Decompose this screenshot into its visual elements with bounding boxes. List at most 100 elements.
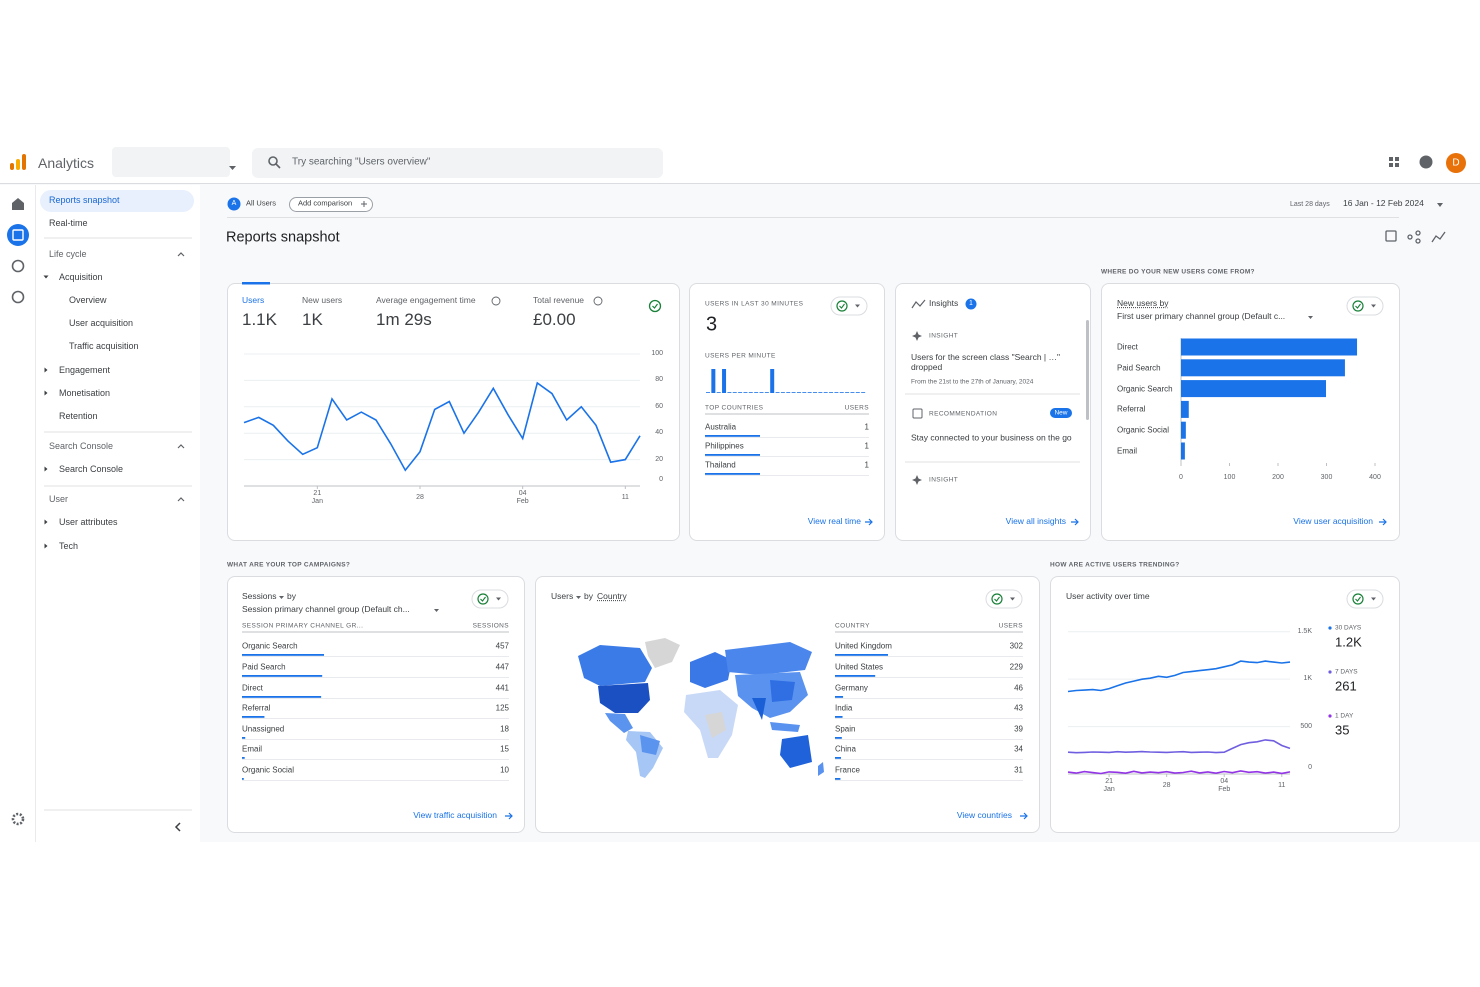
dimension-selector[interactable]: Session primary channel group (Default c… bbox=[242, 604, 410, 615]
metric-selector[interactable]: Users bbox=[551, 591, 574, 602]
section-chevron[interactable] bbox=[177, 252, 185, 257]
nav-item[interactable]: User attributes bbox=[59, 516, 118, 527]
date-range[interactable]: 16 Jan - 12 Feb 2024 bbox=[1343, 198, 1424, 209]
metric-selector[interactable]: Sessions bbox=[242, 591, 277, 602]
segment-badge-letter: A bbox=[231, 199, 237, 207]
realtime-card bbox=[689, 283, 885, 541]
recommendation-icon bbox=[912, 408, 923, 419]
section-chevron[interactable] bbox=[177, 444, 185, 449]
y-tick-label: 0 bbox=[659, 475, 663, 483]
category-label: Email bbox=[1117, 446, 1138, 456]
toolbar-icons[interactable] bbox=[1385, 230, 1446, 244]
table-cell: Unassigned bbox=[242, 724, 285, 734]
metric-label[interactable]: New users bbox=[302, 295, 343, 306]
caret bbox=[1371, 597, 1376, 601]
bar bbox=[1181, 421, 1186, 439]
bar bbox=[796, 392, 801, 393]
table-cell: United States bbox=[835, 662, 884, 672]
y-tick-label: 1K bbox=[1303, 675, 1312, 683]
property-selector[interactable] bbox=[112, 147, 230, 177]
insight-text: Stay connected to your business on the g… bbox=[911, 432, 1072, 443]
y-tick-label: 80 bbox=[655, 376, 663, 384]
nav-item[interactable]: Reports snapshot bbox=[49, 194, 120, 205]
legend-dot bbox=[1328, 626, 1332, 630]
search-box[interactable] bbox=[252, 148, 663, 178]
nav-section-title[interactable]: User bbox=[49, 493, 69, 504]
nav-item[interactable]: User acquisition bbox=[69, 317, 134, 328]
collapse-button[interactable] bbox=[174, 822, 181, 832]
nav-section-title[interactable]: Life cycle bbox=[49, 248, 87, 259]
metric-label[interactable]: Average engagement time bbox=[376, 295, 476, 306]
card-title[interactable]: New users by bbox=[1117, 298, 1169, 309]
help-icon[interactable] bbox=[1419, 155, 1433, 169]
add-comparison-button[interactable] bbox=[289, 197, 373, 212]
nav-item[interactable]: Monetisation bbox=[59, 387, 111, 398]
card-link[interactable]: View all insights bbox=[1005, 516, 1066, 527]
reports-icon[interactable] bbox=[7, 224, 29, 246]
nav-section-title[interactable]: Search Console bbox=[49, 440, 114, 451]
card-link[interactable]: View countries bbox=[956, 810, 1012, 821]
card-link[interactable]: View real time bbox=[807, 516, 861, 527]
nav-item[interactable]: Engagement bbox=[59, 364, 111, 375]
advertising-icon[interactable] bbox=[11, 290, 25, 304]
caret[interactable] bbox=[279, 596, 284, 599]
card-link[interactable]: View traffic acquisition bbox=[413, 810, 497, 821]
avatar[interactable] bbox=[1446, 153, 1466, 173]
section-chevron[interactable] bbox=[177, 497, 185, 502]
x-tick-label: 400 bbox=[1369, 473, 1381, 481]
table-bar bbox=[242, 716, 265, 718]
settings-icon[interactable] bbox=[11, 812, 25, 826]
link-arrow bbox=[865, 518, 873, 526]
caret[interactable] bbox=[434, 609, 439, 612]
table-header: USERS bbox=[844, 404, 869, 412]
explore-icon[interactable] bbox=[11, 259, 25, 273]
caret[interactable] bbox=[1308, 316, 1313, 319]
info-icons bbox=[491, 296, 603, 306]
nav-item[interactable]: Tech bbox=[59, 540, 79, 551]
segment-chip[interactable]: All Users bbox=[246, 198, 277, 208]
nav-item[interactable]: Retention bbox=[59, 410, 98, 421]
line-series bbox=[1067, 739, 1291, 754]
table-bar bbox=[835, 716, 843, 718]
nav-selected[interactable] bbox=[40, 190, 194, 212]
table-cell: 447 bbox=[495, 662, 509, 672]
bar bbox=[764, 392, 769, 393]
home-icon[interactable] bbox=[12, 198, 24, 210]
nav-item[interactable]: Real-time bbox=[49, 217, 88, 228]
bar bbox=[716, 392, 721, 393]
bar bbox=[834, 392, 839, 393]
status-icon bbox=[477, 593, 489, 605]
legend-dot bbox=[1328, 670, 1332, 674]
nav-item[interactable]: Acquisition bbox=[59, 271, 103, 282]
table-cell: France bbox=[835, 765, 860, 775]
legend-value: 35 bbox=[1335, 722, 1350, 738]
nav-item[interactable]: Search Console bbox=[59, 463, 124, 474]
x-tick-label: 11 bbox=[1278, 781, 1286, 789]
bar bbox=[780, 392, 785, 393]
add-comparison[interactable]: Add comparison bbox=[298, 198, 353, 208]
apps-icon[interactable] bbox=[1389, 157, 1399, 167]
x-tick-label: 28 bbox=[1162, 781, 1171, 789]
card-link[interactable]: View user acquisition bbox=[1293, 516, 1373, 527]
metric-label[interactable]: Users bbox=[242, 295, 265, 306]
search-placeholder[interactable]: Try searching "Users overview" bbox=[292, 156, 431, 168]
table-cell: Philippines bbox=[705, 441, 744, 451]
avatar-letter[interactable]: D bbox=[1452, 157, 1460, 169]
y-tick-label: 100 bbox=[651, 349, 663, 357]
scrollbar[interactable] bbox=[1086, 320, 1089, 420]
metric-label[interactable]: Total revenue bbox=[533, 295, 585, 306]
bar bbox=[743, 392, 748, 393]
bar bbox=[770, 369, 775, 393]
nav-item[interactable]: Overview bbox=[69, 294, 107, 305]
bar bbox=[706, 392, 710, 393]
bar bbox=[722, 369, 727, 393]
insight-text: Users for the screen class "Search | …" … bbox=[911, 352, 1061, 372]
caret[interactable] bbox=[576, 596, 581, 599]
line-series bbox=[1067, 770, 1291, 775]
nav-item[interactable]: Traffic acquisition bbox=[69, 340, 139, 351]
dimension-selector[interactable]: Country bbox=[597, 591, 627, 602]
date-caret[interactable] bbox=[1437, 203, 1443, 207]
dimension-selector[interactable]: First user primary channel group (Defaul… bbox=[1117, 311, 1286, 322]
table-cell: India bbox=[835, 703, 853, 713]
page-title: Reports snapshot bbox=[226, 229, 340, 246]
